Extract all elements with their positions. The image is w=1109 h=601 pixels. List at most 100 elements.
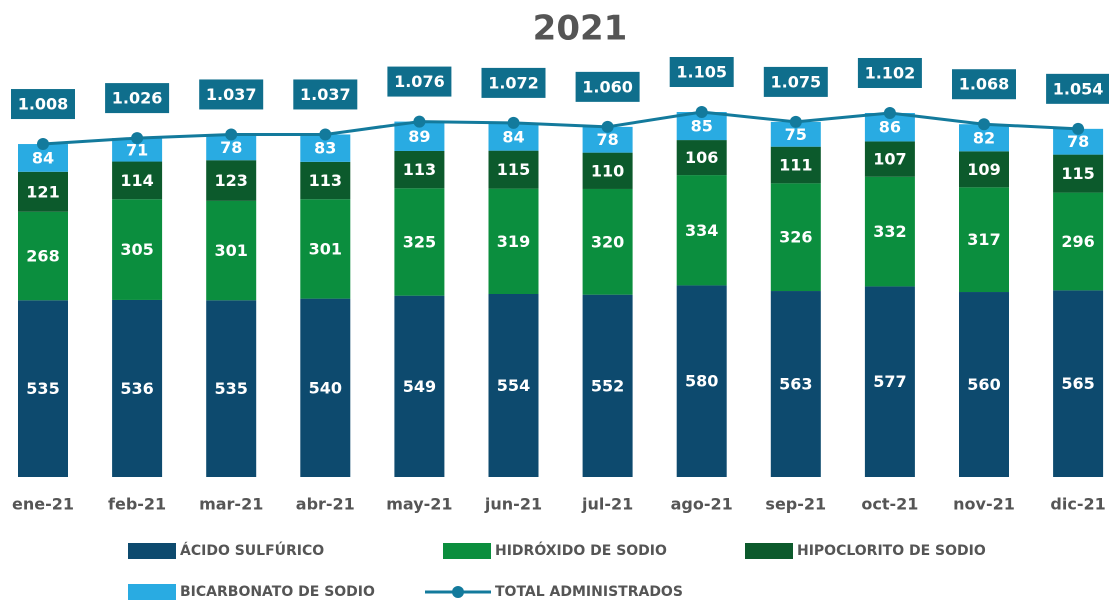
x-tick-label: ago-21 [671,495,733,514]
data-label: 86 [879,118,901,137]
legend-label: ÁCIDO SULFÚRICO [180,541,324,559]
bar-segment [864,286,915,477]
bar-segment [394,150,445,189]
chart-title: 2021 [533,9,628,49]
total-label: 1.008 [18,95,69,114]
data-label: 82 [973,128,995,147]
data-label: 78 [1067,132,1089,151]
data-label: 113 [403,160,436,179]
data-label: 83 [314,139,336,158]
data-label: 106 [685,148,718,167]
legend-swatch [745,543,793,559]
line-point [507,116,520,129]
line-point [225,128,238,141]
data-label: 114 [120,171,153,190]
bar-segment [206,300,257,477]
line-point [978,118,990,131]
bar-segment [112,199,163,300]
bar-segment [300,298,351,477]
label-box [199,79,264,110]
bar-segment [1053,154,1104,193]
data-label: 115 [497,160,530,179]
data-label: 535 [26,379,59,398]
data-label: 563 [779,375,812,394]
data-label: 75 [785,125,807,144]
label-box [293,79,358,110]
legend-swatch [443,543,491,559]
bar-segment [959,187,1009,293]
total-label: 1.076 [394,72,445,91]
data-label: 565 [1061,374,1094,393]
bar-segment [676,285,727,477]
data-label: 334 [685,221,718,240]
total-label: 1.102 [865,63,916,82]
legend-swatch [128,584,176,600]
x-tick-label: jul-21 [581,495,633,514]
data-label: 560 [967,375,1000,394]
x-tick-label: abr-21 [296,495,355,514]
bar-segment [300,199,351,299]
label-box [1046,73,1109,104]
bar-segment [112,138,163,162]
data-label: 554 [497,376,530,395]
legend-label: TOTAL ADMINISTRADOS [495,584,683,600]
data-label: 549 [403,377,436,396]
total-label: 1.060 [582,77,633,96]
data-label: 317 [967,230,1000,249]
bar-segment [206,200,257,301]
data-label: 89 [408,127,430,146]
bar-segment [676,140,727,176]
label-box [105,83,170,114]
x-tick-label: jun-21 [484,495,542,514]
bar-segment [959,151,1009,188]
bar-segment [1053,192,1104,291]
data-label: 78 [220,138,242,157]
bar-segment [112,161,163,200]
data-label: 577 [873,372,906,391]
data-label: 296 [1061,232,1094,251]
line-point [131,132,144,145]
line-point [37,138,49,151]
bar-segment [864,141,915,177]
data-label: 78 [596,130,618,149]
total-label: 1.105 [676,63,727,82]
bar-segment [488,188,539,295]
line-point [319,128,332,141]
bar-segment [300,161,351,200]
bar-segment [676,175,727,286]
line-point [601,120,614,133]
label-box [387,66,452,97]
x-tick-label: may-21 [386,495,452,514]
data-label: 325 [403,232,436,251]
data-label: 111 [779,156,812,175]
legend-swatch [128,543,176,559]
line-point [1072,122,1085,135]
x-tick-label: ene-21 [12,495,74,514]
line-point [413,115,426,128]
data-label: 535 [214,379,247,398]
data-label: 85 [691,117,713,136]
data-label: 536 [120,379,153,398]
data-label: 84 [502,127,524,146]
bar-segment [394,188,445,296]
data-label: 107 [873,150,906,169]
data-label: 305 [120,240,153,259]
data-label: 121 [26,182,59,201]
label-box [11,89,75,120]
line-point [789,115,802,128]
data-label: 332 [873,222,906,241]
data-label: 301 [309,239,342,258]
data-label: 319 [497,232,530,251]
legend-label: BICARBONATO DE SODIO [180,584,375,600]
bar-segment [959,292,1009,477]
total-line [42,110,1079,146]
x-tick-label: oct-21 [861,495,918,514]
bar-segment [582,294,633,477]
x-tick-label: nov-21 [953,495,1015,514]
label-box [481,67,546,98]
legend-dot [452,586,464,598]
data-label: 110 [591,161,624,180]
data-label: 115 [1061,164,1094,183]
label-box [575,71,640,102]
